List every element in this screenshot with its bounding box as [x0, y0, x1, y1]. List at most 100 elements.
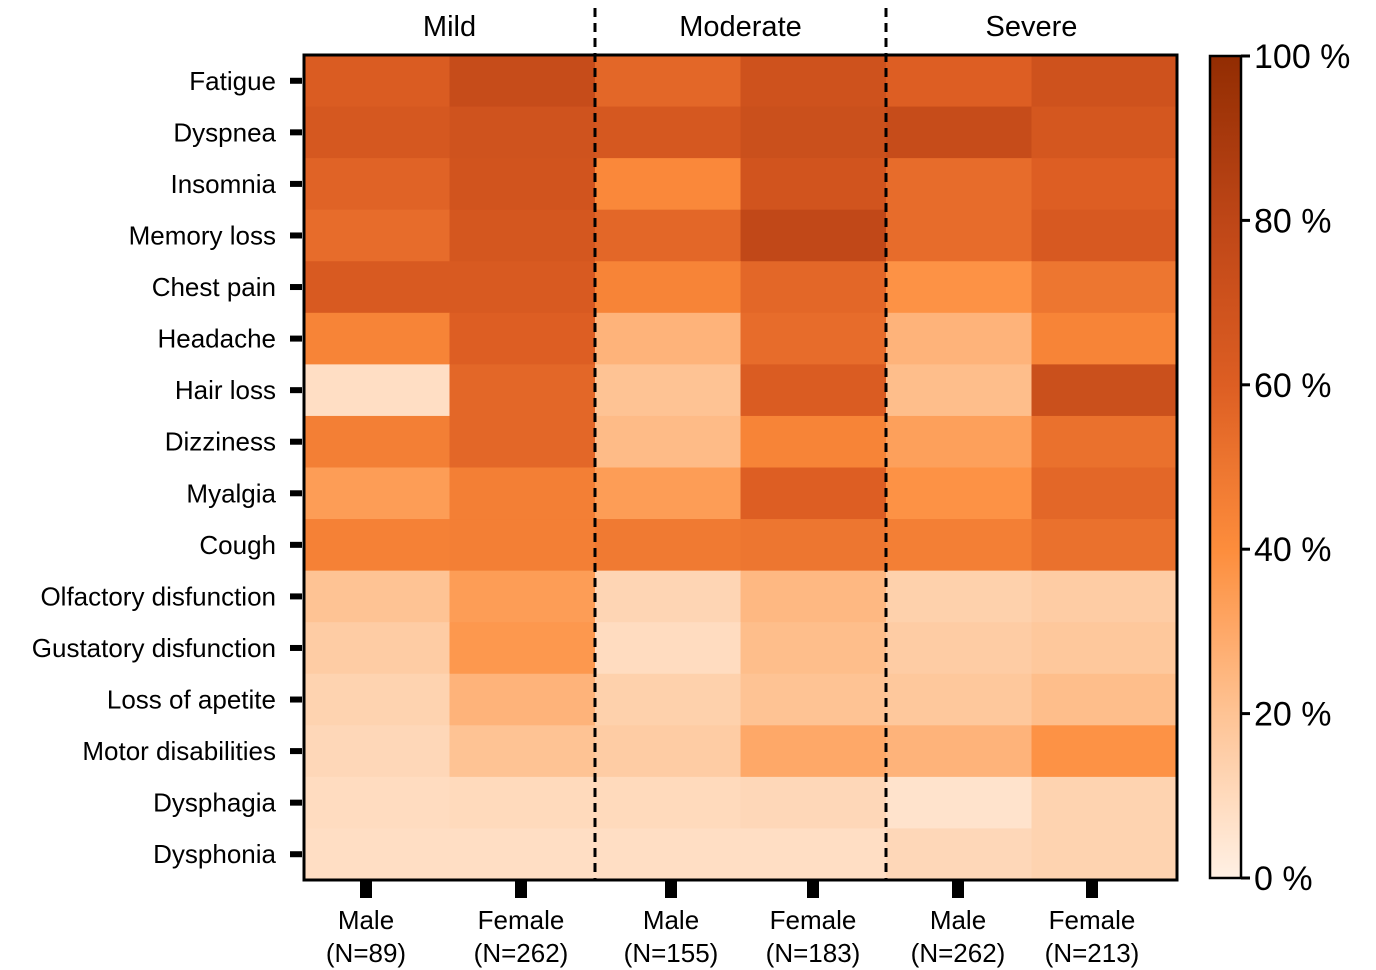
row-label: Myalgia	[186, 478, 276, 508]
heatmap-cell	[595, 776, 741, 829]
row-label: Hair loss	[175, 375, 276, 405]
heatmap-cell	[886, 673, 1032, 726]
group-label: Severe	[986, 11, 1078, 43]
heatmap-cell	[886, 828, 1032, 881]
heatmap-cell	[1031, 209, 1178, 262]
column-label-n: (N=262)	[474, 938, 569, 968]
heatmap-cells	[304, 55, 1178, 881]
row-label: Headache	[157, 324, 276, 354]
row-tick	[290, 438, 302, 445]
column-labels: Male(N=89)Female(N=262)Male(N=155)Female…	[326, 880, 1139, 968]
heatmap-cell	[1031, 55, 1178, 108]
heatmap-cell	[740, 725, 887, 778]
column-tick	[807, 880, 819, 898]
row-tick	[290, 77, 302, 84]
heatmap-cell	[304, 725, 450, 778]
heatmap-cell	[740, 622, 887, 675]
heatmap-cell	[886, 209, 1032, 262]
row-tick	[290, 644, 302, 651]
heatmap-cell	[595, 415, 741, 468]
colorbar-tick-label: 60 %	[1254, 367, 1332, 405]
row-label: Dysphagia	[153, 788, 276, 818]
row-label: Loss of apetite	[107, 685, 276, 715]
colorbar-tick-label: 0 %	[1254, 860, 1313, 898]
heatmap-cell	[740, 312, 887, 365]
heatmap-cell	[595, 673, 741, 726]
heatmap-cell	[449, 776, 596, 829]
heatmap-cell	[449, 519, 596, 572]
heatmap-cell	[886, 467, 1032, 520]
heatmap-cell	[449, 312, 596, 365]
column-label-n: (N=89)	[326, 938, 406, 968]
row-tick	[290, 232, 302, 239]
heatmap-cell	[449, 725, 596, 778]
row-label: Dysphonia	[153, 839, 276, 869]
heatmap-cell	[886, 415, 1032, 468]
heatmap-cell	[595, 725, 741, 778]
column-tick	[665, 880, 677, 898]
row-tick	[290, 180, 302, 187]
heatmap-cell	[1031, 312, 1178, 365]
heatmap-cell	[740, 261, 887, 314]
heatmap-cell	[449, 261, 596, 314]
row-tick	[290, 129, 302, 136]
group-label: Mild	[423, 11, 476, 43]
heatmap-cell	[740, 158, 887, 211]
heatmap-cell	[449, 467, 596, 520]
colorbar: 0 % 20 % 40 % 60 % 80 % 100 %	[1208, 38, 1350, 898]
heatmap-cell	[740, 467, 887, 520]
colorbar-tick-label: 100 %	[1254, 38, 1350, 76]
row-label: Dyspnea	[173, 117, 276, 147]
heatmap-cell	[304, 828, 450, 881]
heatmap-cell	[304, 55, 450, 108]
column-label-n: (N=213)	[1045, 938, 1140, 968]
row-label: Insomnia	[171, 169, 277, 199]
row-tick	[290, 284, 302, 291]
heatmap-cell	[595, 158, 741, 211]
heatmap-cell	[449, 570, 596, 623]
group-separators	[593, 8, 888, 880]
colorbar-gradient	[1208, 54, 1243, 880]
heatmap-cell	[595, 106, 741, 159]
heatmap-cell	[449, 106, 596, 159]
colorbar-tick-label: 80 %	[1254, 202, 1332, 240]
column-label-sex: Male	[643, 905, 699, 935]
heatmap-cell	[595, 312, 741, 365]
heatmap-cell	[740, 55, 887, 108]
heatmap-cell	[304, 519, 450, 572]
heatmap-cell	[304, 415, 450, 468]
heatmap-cell	[1031, 776, 1178, 829]
row-label: Gustatory disfunction	[32, 633, 276, 663]
heatmap-cell	[449, 828, 596, 881]
heatmap-cell	[595, 261, 741, 314]
heatmap-cell	[886, 261, 1032, 314]
heatmap-cell	[304, 776, 450, 829]
heatmap-cell	[740, 106, 887, 159]
heatmap-cell	[304, 158, 450, 211]
heatmap-cell	[595, 364, 741, 417]
heatmap-cell	[740, 570, 887, 623]
row-tick	[290, 490, 302, 497]
heatmap-cell	[740, 415, 887, 468]
heatmap-cell	[304, 209, 450, 262]
colorbar-tick-label: 40 %	[1254, 531, 1332, 569]
heatmap-cell	[304, 570, 450, 623]
heatmap-cell	[595, 209, 741, 262]
row-tick	[290, 387, 302, 394]
heatmap-cell	[886, 519, 1032, 572]
row-label: Motor disabilities	[82, 736, 276, 766]
row-label: Dizziness	[165, 427, 276, 457]
heatmap-cell	[1031, 106, 1178, 159]
heatmap-cell	[304, 312, 450, 365]
heatmap-cell	[1031, 467, 1178, 520]
heatmap-cell	[595, 55, 741, 108]
heatmap-cell	[449, 55, 596, 108]
heatmap-cell	[886, 776, 1032, 829]
row-label: Olfactory disfunction	[40, 581, 276, 611]
heatmap-cell	[1031, 725, 1178, 778]
heatmap-cell	[886, 55, 1032, 108]
row-label: Memory loss	[129, 220, 276, 250]
column-label-n: (N=183)	[766, 938, 861, 968]
column-label-sex: Male	[930, 905, 986, 935]
